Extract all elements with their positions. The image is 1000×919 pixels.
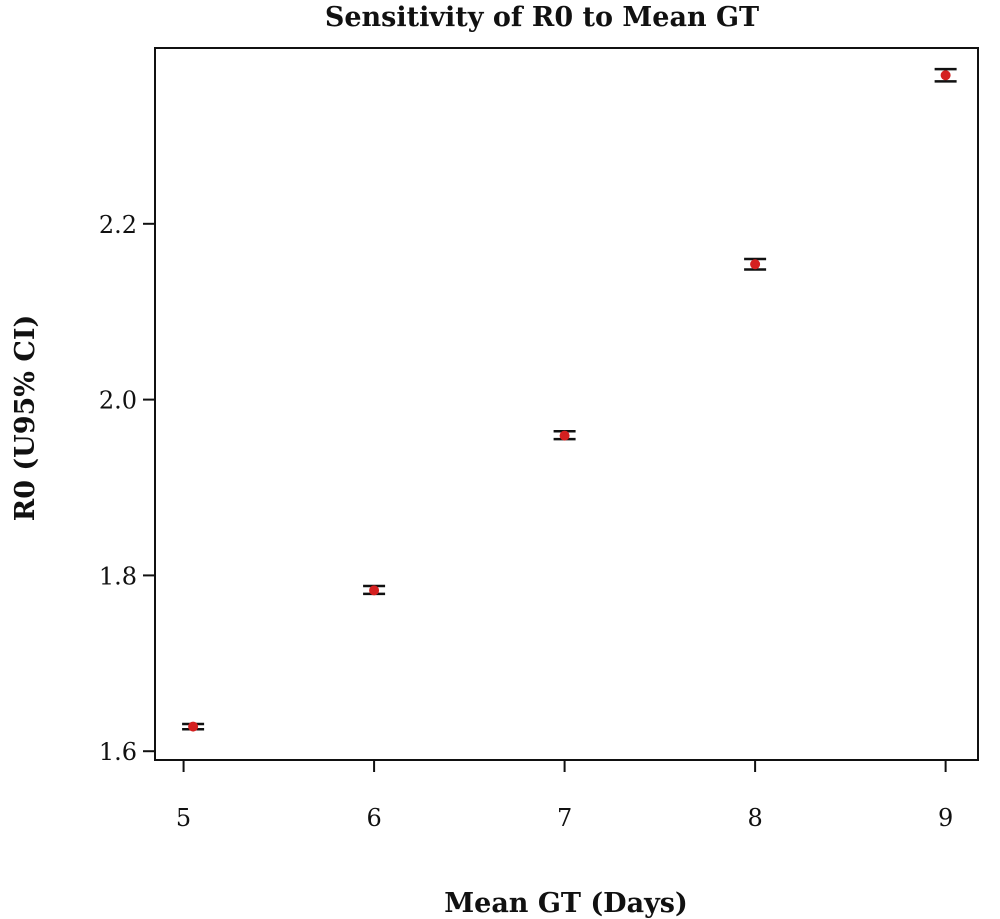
x-tick-label: 9 <box>938 804 953 832</box>
x-axis-label: Mean GT (Days) <box>444 888 688 919</box>
data-point <box>559 430 570 441</box>
x-axis: 5 6 7 8 9 <box>176 760 953 832</box>
data-point-group <box>553 429 576 441</box>
y-axis: 1.6 1.8 2.0 2.2 <box>99 211 155 766</box>
data-point <box>940 70 951 81</box>
y-tick-label: 2.0 <box>99 387 137 415</box>
data-point <box>750 259 761 270</box>
data-point <box>369 585 380 596</box>
data-point-group <box>744 257 767 271</box>
data-point-group <box>934 67 957 83</box>
x-tick-label: 5 <box>176 804 191 832</box>
data-point-group <box>363 584 386 596</box>
chart-title: Sensitivity of R0 to Mean GT <box>325 2 759 33</box>
data-point-group <box>182 721 205 732</box>
plot-frame <box>154 47 979 761</box>
y-tick-label: 1.8 <box>99 562 137 590</box>
x-tick-label: 7 <box>557 804 572 832</box>
y-tick-label: 1.6 <box>99 738 137 766</box>
x-tick-label: 8 <box>747 804 762 832</box>
x-tick-label: 6 <box>366 804 381 832</box>
data-points <box>182 67 957 732</box>
y-tick-label: 2.2 <box>99 211 137 239</box>
data-point <box>188 721 199 732</box>
y-axis-label: R0 (U95% CI) <box>10 315 41 521</box>
